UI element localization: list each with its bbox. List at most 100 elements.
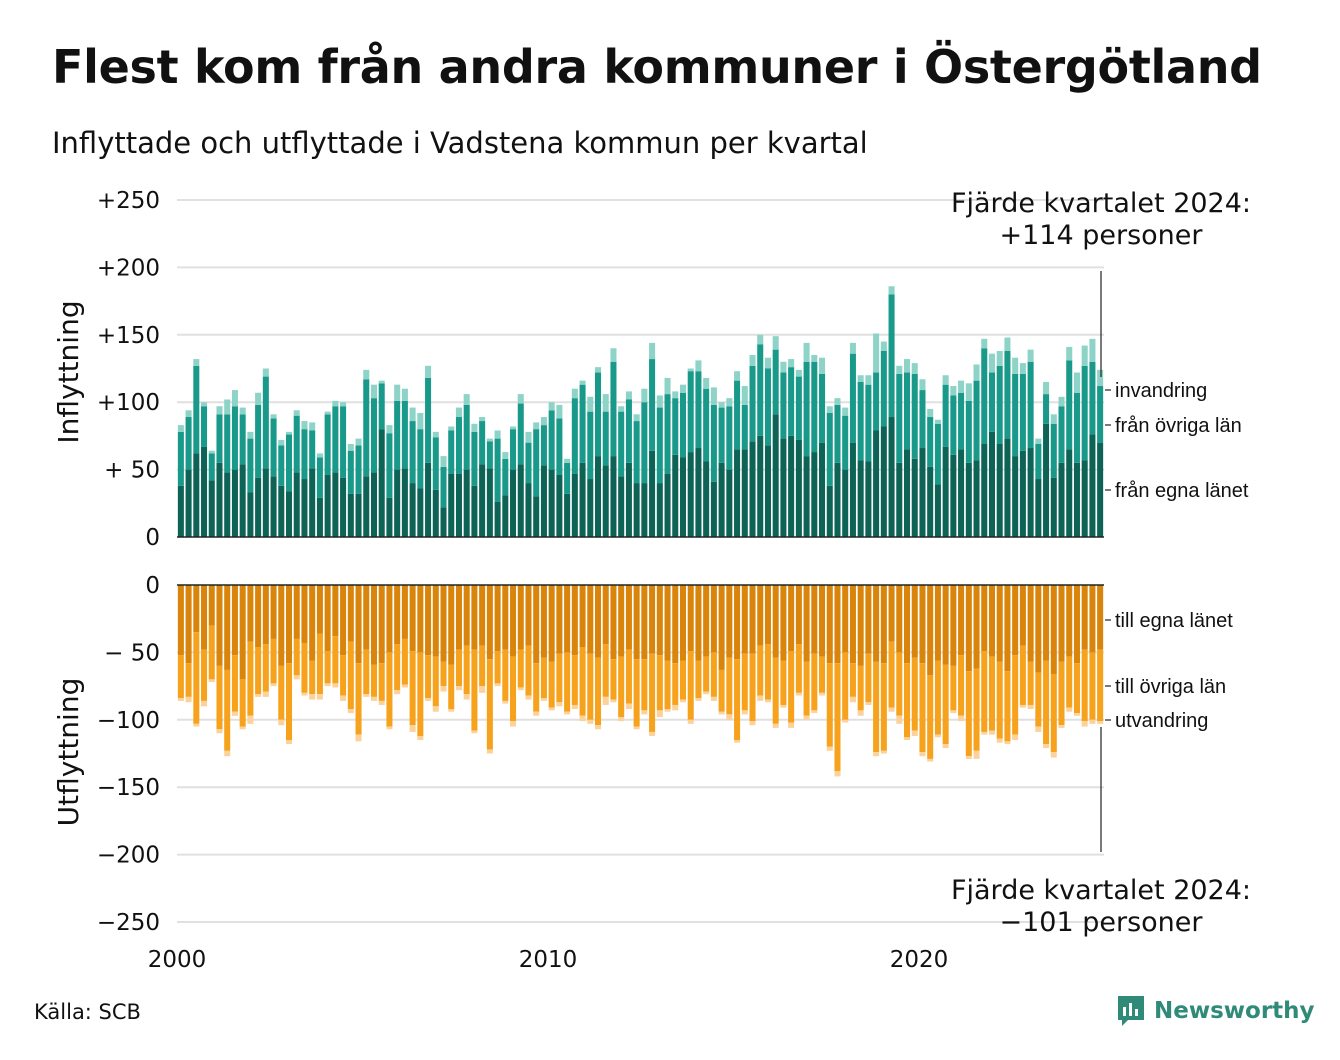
bar-utflyttning (772, 657, 779, 724)
bar-inflyttning (927, 417, 934, 467)
bar-inflyttning (355, 438, 362, 446)
legend-label: till övriga län (1115, 676, 1226, 698)
bar-inflyttning (973, 380, 980, 461)
bar-utflyttning (595, 585, 602, 658)
bar-inflyttning (602, 411, 609, 466)
bar-inflyttning (695, 448, 702, 537)
bar-inflyttning (231, 406, 238, 470)
bar-utflyttning (440, 585, 447, 662)
bar-utflyttning (1089, 585, 1096, 653)
bar-utflyttning (587, 585, 594, 654)
bar-inflyttning (394, 384, 401, 401)
bar-inflyttning (409, 483, 416, 537)
bar-inflyttning (904, 359, 911, 373)
bar-inflyttning (324, 414, 331, 475)
bar-utflyttning (695, 698, 702, 701)
bar-utflyttning (1027, 585, 1034, 662)
bar-inflyttning (587, 411, 594, 480)
bar-inflyttning (185, 469, 192, 537)
bar-utflyttning (703, 585, 710, 657)
bar-inflyttning (370, 472, 377, 537)
bar-inflyttning (764, 368, 771, 446)
bar-inflyttning (216, 414, 223, 463)
bar-utflyttning (687, 719, 694, 724)
bar-inflyttning (301, 479, 308, 537)
y-axis-title: Utflyttning (52, 678, 85, 827)
bar-inflyttning (1012, 373, 1019, 457)
bar-utflyttning (1012, 655, 1019, 735)
bar-utflyttning (440, 686, 447, 692)
bar-inflyttning (988, 431, 995, 537)
bar-utflyttning (417, 585, 424, 653)
bar-utflyttning (1066, 656, 1073, 708)
bar-inflyttning (224, 472, 231, 537)
bar-utflyttning (571, 585, 578, 656)
bar-utflyttning (510, 721, 517, 727)
y-tick-label: +200 (97, 255, 160, 281)
bar-utflyttning (780, 585, 787, 661)
bar-utflyttning (888, 707, 895, 712)
bar-inflyttning (981, 348, 988, 444)
y-tick-label: 0 (145, 573, 160, 599)
bar-utflyttning (764, 585, 771, 645)
bar-utflyttning (363, 694, 370, 697)
bar-inflyttning (1058, 406, 1065, 463)
bar-inflyttning (749, 365, 756, 442)
bar-utflyttning (749, 653, 756, 722)
bar-inflyttning (494, 438, 501, 502)
y-tick-label: + 50 (104, 458, 160, 484)
bar-inflyttning (486, 468, 493, 537)
bar-utflyttning (757, 695, 764, 701)
bar-utflyttning (834, 771, 841, 777)
bar-utflyttning (950, 585, 957, 666)
bar-utflyttning (749, 721, 756, 726)
bar-inflyttning (201, 406, 208, 447)
bar-inflyttning (579, 462, 586, 537)
bar-utflyttning (533, 663, 540, 712)
bar-utflyttning (579, 585, 586, 648)
bar-inflyttning (873, 430, 880, 537)
bar-utflyttning (564, 711, 571, 715)
bar-utflyttning (656, 655, 663, 711)
bar-utflyttning (463, 645, 470, 695)
chart-title: Flest kom från andra kommuner i Östergöt… (52, 40, 1262, 94)
bar-utflyttning (455, 649, 462, 687)
bar-utflyttning (255, 694, 262, 697)
bar-inflyttning (958, 392, 965, 450)
bar-utflyttning (340, 585, 347, 656)
bar-inflyttning (865, 375, 872, 385)
bar-utflyttning (741, 585, 748, 654)
bar-utflyttning (216, 729, 223, 734)
bar-inflyttning (270, 476, 277, 537)
bar-utflyttning (942, 585, 949, 665)
bar-inflyttning (795, 369, 802, 377)
bar-utflyttning (409, 651, 416, 726)
bar-inflyttning (919, 379, 926, 391)
bar-inflyttning (718, 462, 725, 537)
bar-inflyttning (455, 473, 462, 537)
bar-utflyttning (340, 695, 347, 701)
bar-utflyttning (973, 585, 980, 669)
bar-utflyttning (973, 750, 980, 759)
bar-inflyttning (255, 477, 262, 537)
bar-utflyttning (479, 686, 486, 693)
bar-inflyttning (502, 458, 509, 496)
bar-utflyttning (309, 660, 316, 695)
bar-utflyttning (595, 725, 602, 730)
bar-utflyttning (1043, 744, 1050, 749)
bar-utflyttning (355, 734, 362, 742)
bar-utflyttning (679, 660, 686, 700)
bar-utflyttning (672, 663, 679, 705)
bar-inflyttning (587, 396, 594, 412)
bar-utflyttning (1081, 649, 1088, 722)
bar-inflyttning (726, 406, 733, 470)
bar-inflyttning (981, 443, 988, 537)
bar-inflyttning (656, 407, 663, 484)
bar-inflyttning (332, 400, 339, 407)
bar-utflyttning (463, 585, 470, 646)
bar-utflyttning (370, 664, 377, 697)
bar-inflyttning (247, 438, 254, 493)
bar-inflyttning (695, 371, 702, 449)
bar-inflyttning (502, 495, 509, 537)
bar-inflyttning (247, 431, 254, 439)
